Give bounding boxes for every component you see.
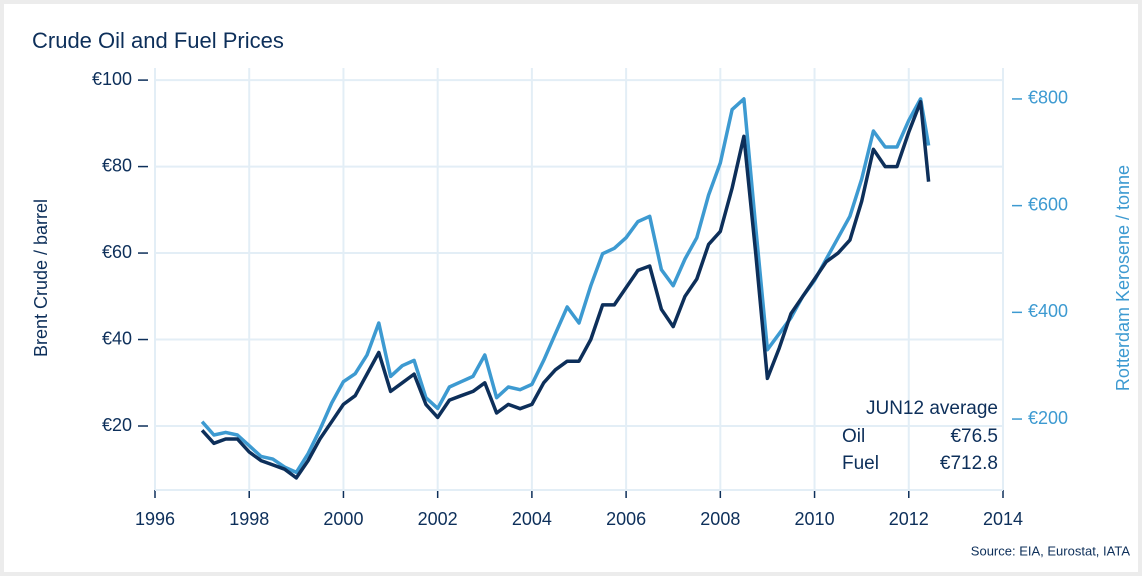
y2-tick-label: €400 <box>1028 301 1068 321</box>
y-tick-label: €80 <box>102 155 132 175</box>
y2-tick-label: €200 <box>1028 408 1068 428</box>
annotation-value: €712.8 <box>940 453 998 474</box>
y2-tick-label: €600 <box>1028 194 1068 214</box>
y-tick-label: €20 <box>102 415 132 435</box>
x-tick-label: 1998 <box>229 509 269 529</box>
x-tick-label: 2006 <box>606 509 646 529</box>
y2-axis-label: Rotterdam Kerosene / tonne <box>1113 165 1133 391</box>
source: Source: EIA, Eurostat, IATA <box>971 543 1131 558</box>
y-tick-label: €100 <box>92 69 132 89</box>
x-tick-label: 2004 <box>512 509 552 529</box>
x-tick-label: 2012 <box>889 509 929 529</box>
y-tick-label: €40 <box>102 328 132 348</box>
x-tick-label: 2002 <box>418 509 458 529</box>
x-tick-label: 2014 <box>983 509 1023 529</box>
x-tick-label: 2000 <box>323 509 363 529</box>
chart-title: Crude Oil and Fuel Prices <box>32 28 284 53</box>
y-axis-label: Brent Crude / barrel <box>31 199 51 357</box>
annotation-label: Oil <box>842 426 865 447</box>
x-tick-label: 2008 <box>700 509 740 529</box>
annotation-value: €76.5 <box>950 426 998 447</box>
series-line <box>200 99 931 480</box>
panel <box>4 4 1138 572</box>
y-tick-label: €60 <box>102 242 132 262</box>
annotation-title: JUN12 average <box>866 398 998 419</box>
x-tick-label: 1996 <box>135 509 175 529</box>
x-tick-label: 2010 <box>795 509 835 529</box>
y2-tick-label: €800 <box>1028 88 1068 108</box>
annotation-label: Fuel <box>842 453 879 474</box>
